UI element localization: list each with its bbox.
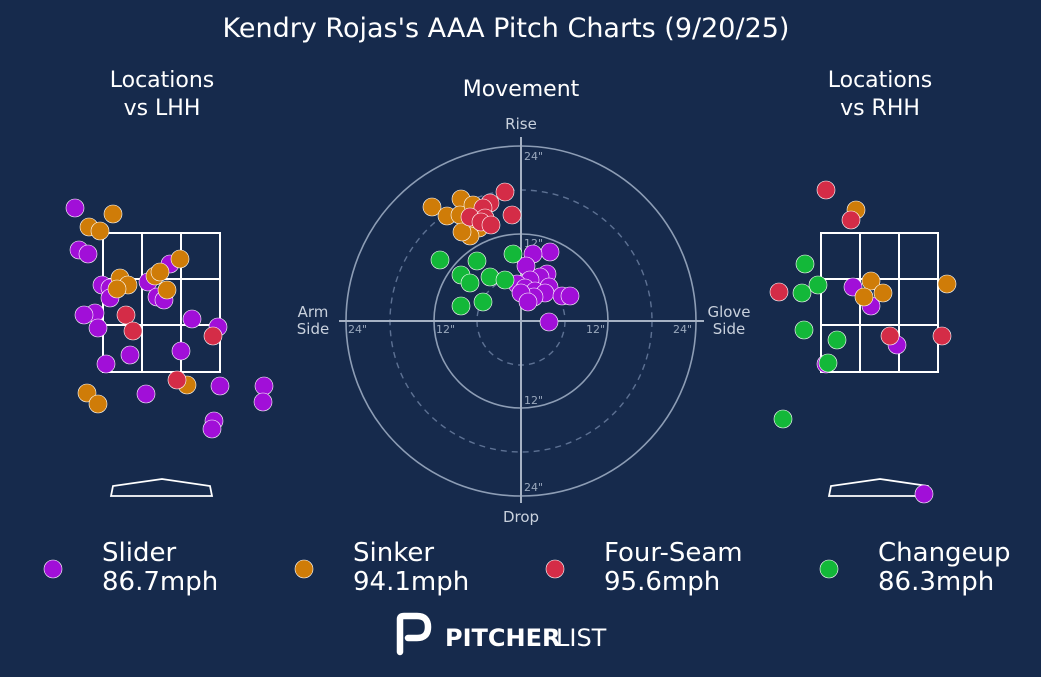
lhh-home-plate xyxy=(109,478,214,497)
legend-speed-slider: 86.7mph xyxy=(102,567,218,597)
rhh-changeup-pitch xyxy=(818,353,838,373)
legend-marker-sinker xyxy=(294,559,314,579)
movement-sinker-pitch xyxy=(422,197,442,217)
rhh-changeup-pitch xyxy=(792,283,812,303)
lhh-slider-pitch xyxy=(182,309,202,329)
lhh-sinker-pitch xyxy=(103,204,123,224)
ring-label-left-24: 24" xyxy=(348,323,367,336)
rhh-home-plate xyxy=(827,478,932,497)
legend-speed-changeup: 86.3mph xyxy=(878,567,994,597)
legend-label-changeup: Changeup xyxy=(878,538,1011,568)
legend-speed-sinker: 94.1mph xyxy=(353,567,469,597)
logo-text-list: LIST xyxy=(556,624,607,652)
lhh-panel-title: Locations vs LHH xyxy=(110,68,215,121)
ring-labels: 24" 12" 12" 24" 24" 12" 12" 24" xyxy=(348,150,692,494)
rhh-sinker-pitch xyxy=(937,274,957,294)
rhh-panel-title: Locations vs RHH xyxy=(828,68,933,121)
legend-speed-four-seam: 95.6mph xyxy=(604,567,720,597)
lhh-slider-pitch xyxy=(78,244,98,264)
lhh-slider-pitch xyxy=(202,419,222,439)
rhh-four-seam-pitch xyxy=(841,210,861,230)
lhh-slider-pitch xyxy=(254,376,274,396)
logo-text-pitcher: PITCHER xyxy=(445,624,560,652)
legend-label-slider: Slider xyxy=(102,538,176,568)
ring-label-top-24: 24" xyxy=(524,150,543,163)
legend: Slider 86.7mph Sinker 94.1mph Four-Seam … xyxy=(43,538,1011,597)
axis-label-rise: Rise xyxy=(505,115,537,133)
rhh-four-seam-pitch xyxy=(932,326,952,346)
rhh-changeup-pitch xyxy=(773,409,793,429)
ring-label-bottom-12: 12" xyxy=(524,394,543,407)
movement-slider-pitch xyxy=(560,286,580,306)
legend-label-sinker: Sinker xyxy=(353,538,434,568)
lhh-four-seam-pitch xyxy=(203,326,223,346)
lhh-sinker-pitch xyxy=(88,394,108,414)
movement-changeup-pitch xyxy=(503,244,523,264)
lhh-sinker-pitch xyxy=(157,280,177,300)
lhh-slider-pitch xyxy=(136,384,156,404)
movement-slider-pitch xyxy=(518,292,538,312)
pitcherlist-logo: PITCHER LIST xyxy=(396,612,607,656)
lhh-slider-pitch xyxy=(120,345,140,365)
movement-changeup-pitch xyxy=(467,251,487,271)
ring-label-left-12: 12" xyxy=(436,323,455,336)
rhh-sinker-pitch xyxy=(873,283,893,303)
rhh-changeup-pitch xyxy=(827,330,847,350)
lhh-slider-pitch xyxy=(96,354,116,374)
legend-label-four-seam: Four-Seam xyxy=(604,538,743,568)
axis-label-arm-side: Arm Side xyxy=(297,303,329,338)
legend-marker-four-seam xyxy=(545,559,565,579)
movement-slider-pitch xyxy=(539,312,559,332)
lhh-slider-pitch xyxy=(88,318,108,338)
movement-panel-title: Movement xyxy=(463,77,580,102)
axis-label-glove-side: Glove Side xyxy=(707,303,750,338)
lhh-four-seam-pitch xyxy=(167,370,187,390)
movement-sinker-pitch xyxy=(452,222,472,242)
rhh-changeup-pitch xyxy=(795,254,815,274)
lhh-sinker-pitch xyxy=(90,221,110,241)
movement-four-seam-pitch xyxy=(502,205,522,225)
rhh-sinker-pitch xyxy=(861,271,881,291)
lhh-slider-pitch xyxy=(210,376,230,396)
movement-slider-pitch xyxy=(540,242,560,262)
lhh-slider-pitch xyxy=(253,392,273,412)
pitch-points xyxy=(65,180,957,504)
ring-label-right-12: 12" xyxy=(586,323,605,336)
rhh-slider-pitch xyxy=(914,484,934,504)
movement-changeup-pitch xyxy=(451,296,471,316)
legend-marker-changeup xyxy=(819,559,839,579)
movement-changeup-pitch xyxy=(460,273,480,293)
lhh-four-seam-pitch xyxy=(123,321,143,341)
movement-changeup-pitch xyxy=(495,270,515,290)
lhh-sinker-pitch xyxy=(150,262,170,282)
rhh-four-seam-pitch xyxy=(769,282,789,302)
pitcherlist-logo-icon xyxy=(396,612,432,656)
ring-label-bottom-24: 24" xyxy=(524,481,543,494)
lhh-four-seam-pitch xyxy=(116,305,136,325)
rhh-four-seam-pitch xyxy=(816,180,836,200)
movement-grid xyxy=(339,137,704,503)
lhh-sinker-pitch xyxy=(107,279,127,299)
lhh-sinker-pitch xyxy=(170,249,190,269)
lhh-slider-pitch xyxy=(65,198,85,218)
lhh-slider-pitch xyxy=(74,305,94,325)
axis-label-drop: Drop xyxy=(503,508,539,526)
rhh-changeup-pitch xyxy=(808,275,828,295)
ring-label-right-24: 24" xyxy=(673,323,692,336)
movement-four-seam-pitch xyxy=(495,182,515,202)
movement-four-seam-pitch xyxy=(481,215,501,235)
movement-changeup-pitch xyxy=(430,250,450,270)
rhh-sinker-pitch xyxy=(854,287,874,307)
lhh-slider-pitch xyxy=(171,341,191,361)
rhh-four-seam-pitch xyxy=(880,326,900,346)
chart-title: Kendry Rojas's AAA Pitch Charts (9/20/25… xyxy=(223,13,790,44)
legend-marker-slider xyxy=(43,559,63,579)
movement-changeup-pitch xyxy=(473,292,493,312)
rhh-changeup-pitch xyxy=(794,320,814,340)
